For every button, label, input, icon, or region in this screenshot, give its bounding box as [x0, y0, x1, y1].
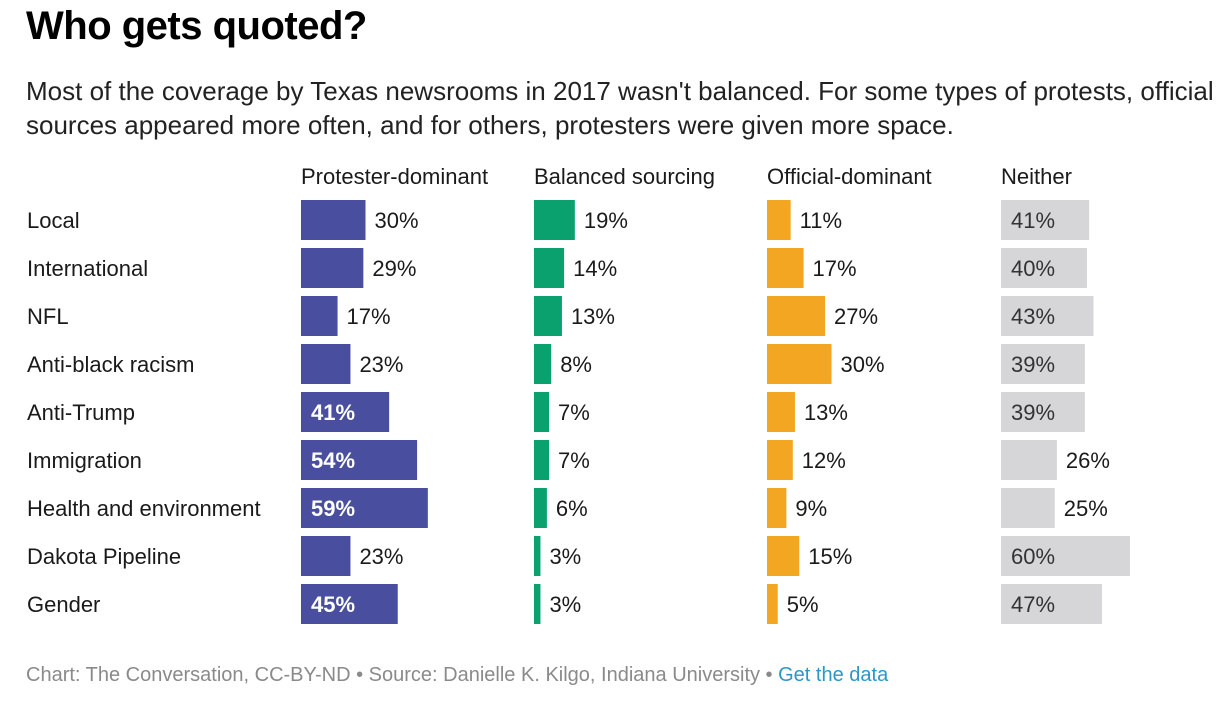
value-label-official-dominant-international: 17% — [813, 256, 857, 281]
value-label-protester-dominant-health-and-environment: 59% — [311, 496, 355, 521]
value-label-official-dominant-dakota-pipeline: 15% — [808, 544, 852, 569]
bar-protester-dominant-international — [301, 248, 364, 288]
value-label-neither-immigration: 26% — [1066, 448, 1110, 473]
bar-protester-dominant-nfl — [301, 296, 338, 336]
footer: Chart: The Conversation, CC-BY-ND • Sour… — [26, 664, 888, 687]
value-label-neither-anti-trump: 39% — [1011, 400, 1055, 425]
bar-balanced-sourcing-local — [534, 200, 575, 240]
value-label-protester-dominant-international: 29% — [372, 256, 416, 281]
value-label-balanced-sourcing-local: 19% — [584, 208, 628, 233]
value-label-neither-international: 40% — [1011, 256, 1055, 281]
get-the-data-link[interactable]: Get the data — [778, 664, 889, 686]
bar-neither-immigration — [1001, 440, 1057, 480]
bar-protester-dominant-health-and-environment — [301, 488, 428, 528]
value-label-balanced-sourcing-dakota-pipeline: 3% — [549, 544, 581, 569]
row-label-dakota-pipeline: Dakota Pipeline — [27, 544, 181, 569]
bar-official-dominant-gender — [767, 584, 778, 624]
value-label-balanced-sourcing-nfl: 13% — [571, 304, 615, 329]
value-label-official-dominant-health-and-environment: 9% — [795, 496, 827, 521]
bar-balanced-sourcing-gender — [534, 584, 541, 624]
bar-balanced-sourcing-international — [534, 248, 565, 288]
column-header-protester-dominant: Protester-dominant — [301, 164, 488, 189]
page-title: Who gets quoted? — [26, 4, 367, 48]
bar-neither-dakota-pipeline — [1001, 536, 1130, 576]
bar-balanced-sourcing-anti-trump — [534, 392, 550, 432]
page-subtitle: Most of the coverage by Texas newsrooms … — [26, 76, 1214, 140]
value-label-balanced-sourcing-health-and-environment: 6% — [556, 496, 588, 521]
value-label-balanced-sourcing-immigration: 7% — [558, 448, 590, 473]
bar-protester-dominant-local — [301, 200, 366, 240]
value-label-balanced-sourcing-international: 14% — [573, 256, 617, 281]
value-label-protester-dominant-anti-trump: 41% — [311, 400, 355, 425]
value-label-official-dominant-immigration: 12% — [802, 448, 846, 473]
column-header-neither: Neither — [1001, 164, 1072, 189]
value-label-balanced-sourcing-anti-black-racism: 8% — [560, 352, 592, 377]
value-label-balanced-sourcing-anti-trump: 7% — [558, 400, 590, 425]
bar-protester-dominant-dakota-pipeline — [301, 536, 351, 576]
bar-neither-anti-black-racism — [1001, 344, 1085, 384]
row-label-international: International — [27, 256, 148, 281]
row-label-immigration: Immigration — [27, 448, 142, 473]
bar-neither-anti-trump — [1001, 392, 1085, 432]
bar-neither-nfl — [1001, 296, 1094, 336]
value-label-neither-local: 41% — [1011, 208, 1055, 233]
bar-official-dominant-anti-black-racism — [767, 344, 832, 384]
bar-balanced-sourcing-health-and-environment — [534, 488, 547, 528]
bar-neither-gender — [1001, 584, 1103, 624]
bar-protester-dominant-immigration — [301, 440, 418, 480]
value-label-protester-dominant-gender: 45% — [311, 592, 355, 617]
bar-official-dominant-health-and-environment — [767, 488, 787, 528]
value-label-protester-dominant-nfl: 17% — [347, 304, 391, 329]
bar-official-dominant-local — [767, 200, 791, 240]
value-label-official-dominant-anti-black-racism: 30% — [841, 352, 885, 377]
row-label-health-and-environment: Health and environment — [27, 496, 261, 521]
value-label-protester-dominant-dakota-pipeline: 23% — [359, 544, 403, 569]
value-label-neither-health-and-environment: 25% — [1064, 496, 1108, 521]
row-label-anti-black-racism: Anti-black racism — [27, 352, 194, 377]
bar-official-dominant-anti-trump — [767, 392, 795, 432]
bar-neither-local — [1001, 200, 1090, 240]
value-label-protester-dominant-local: 30% — [375, 208, 419, 233]
bar-neither-international — [1001, 248, 1087, 288]
bar-balanced-sourcing-dakota-pipeline — [534, 536, 541, 576]
bar-official-dominant-nfl — [767, 296, 826, 336]
value-label-neither-gender: 47% — [1011, 592, 1055, 617]
bar-protester-dominant-anti-black-racism — [301, 344, 351, 384]
row-label-local: Local — [27, 208, 80, 233]
column-header-balanced-sourcing: Balanced sourcing — [534, 164, 715, 189]
row-label-nfl: NFL — [27, 304, 69, 329]
row-label-anti-trump: Anti-Trump — [27, 400, 135, 425]
value-label-protester-dominant-anti-black-racism: 23% — [359, 352, 403, 377]
column-header-official-dominant: Official-dominant — [767, 164, 932, 189]
value-label-neither-anti-black-racism: 39% — [1011, 352, 1055, 377]
bar-official-dominant-immigration — [767, 440, 793, 480]
bar-official-dominant-international — [767, 248, 804, 288]
bar-neither-health-and-environment — [1001, 488, 1055, 528]
bar-protester-dominant-gender — [301, 584, 398, 624]
value-label-official-dominant-nfl: 27% — [834, 304, 878, 329]
bar-protester-dominant-anti-trump — [301, 392, 390, 432]
value-label-neither-dakota-pipeline: 60% — [1011, 544, 1055, 569]
bar-balanced-sourcing-anti-black-racism — [534, 344, 552, 384]
value-label-official-dominant-local: 11% — [800, 208, 842, 233]
bar-balanced-sourcing-nfl — [534, 296, 562, 336]
footer-credit: Chart: The Conversation, CC-BY-ND • Sour… — [26, 664, 779, 686]
value-label-protester-dominant-immigration: 54% — [311, 448, 355, 473]
value-label-official-dominant-anti-trump: 13% — [804, 400, 848, 425]
bar-balanced-sourcing-immigration — [534, 440, 550, 480]
bar-official-dominant-dakota-pipeline — [767, 536, 800, 576]
value-label-official-dominant-gender: 5% — [787, 592, 819, 617]
value-label-balanced-sourcing-gender: 3% — [549, 592, 581, 617]
value-label-neither-nfl: 43% — [1011, 304, 1055, 329]
row-label-gender: Gender — [27, 592, 100, 617]
